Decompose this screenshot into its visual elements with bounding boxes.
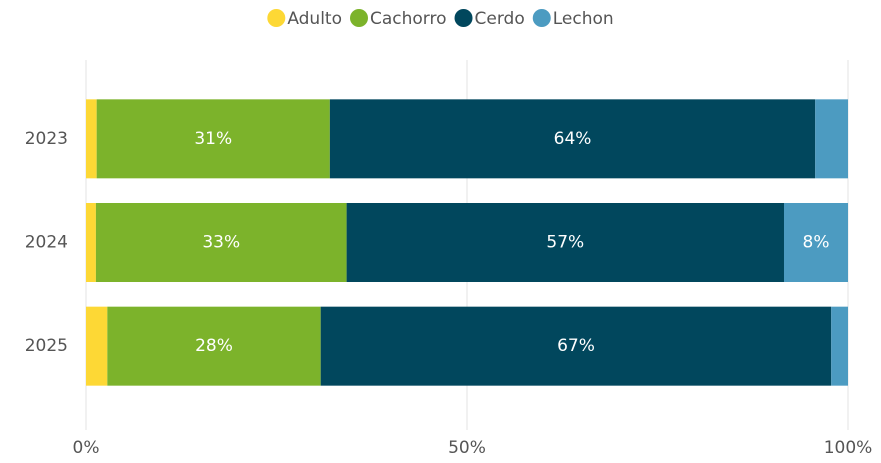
data-label: 28% — [195, 336, 233, 356]
bar-segment — [86, 306, 108, 386]
legend-swatch — [267, 9, 286, 27]
bar-segment — [783, 203, 848, 282]
bar-segment — [95, 203, 347, 282]
y-tick-label: 2025 — [25, 336, 68, 356]
x-tick-label: 50% — [448, 438, 486, 458]
bar-segment — [346, 203, 784, 282]
legend-label: Cerdo — [475, 9, 525, 29]
data-label: 57% — [546, 233, 584, 253]
bar-segment — [831, 306, 848, 386]
x-tick-label: 0% — [73, 438, 100, 458]
bar-segment — [86, 203, 96, 282]
legend-swatch — [350, 9, 368, 27]
bar-segment — [96, 99, 330, 179]
data-label: 64% — [554, 129, 592, 149]
bar-segment — [86, 99, 97, 179]
bar-segment — [107, 306, 321, 386]
y-tick-label: 2024 — [25, 233, 68, 253]
legend-label: Cachorro — [370, 9, 447, 29]
data-label: 8% — [803, 233, 830, 253]
bar-segment — [320, 306, 832, 386]
data-label: 31% — [194, 129, 232, 149]
bar-segment — [815, 99, 848, 179]
data-label: 67% — [557, 336, 595, 356]
legend: Adulto Cachorro Cerdo Lechon — [267, 9, 614, 29]
y-tick-label: 2023 — [25, 129, 68, 149]
legend-swatch — [532, 9, 551, 27]
legend-swatch — [454, 9, 473, 27]
data-label: 33% — [202, 233, 240, 253]
x-tick-label: 100% — [824, 438, 873, 458]
bar-segment — [329, 99, 816, 179]
legend-label: Lechon — [553, 9, 614, 29]
legend-label: Adulto — [287, 9, 342, 29]
